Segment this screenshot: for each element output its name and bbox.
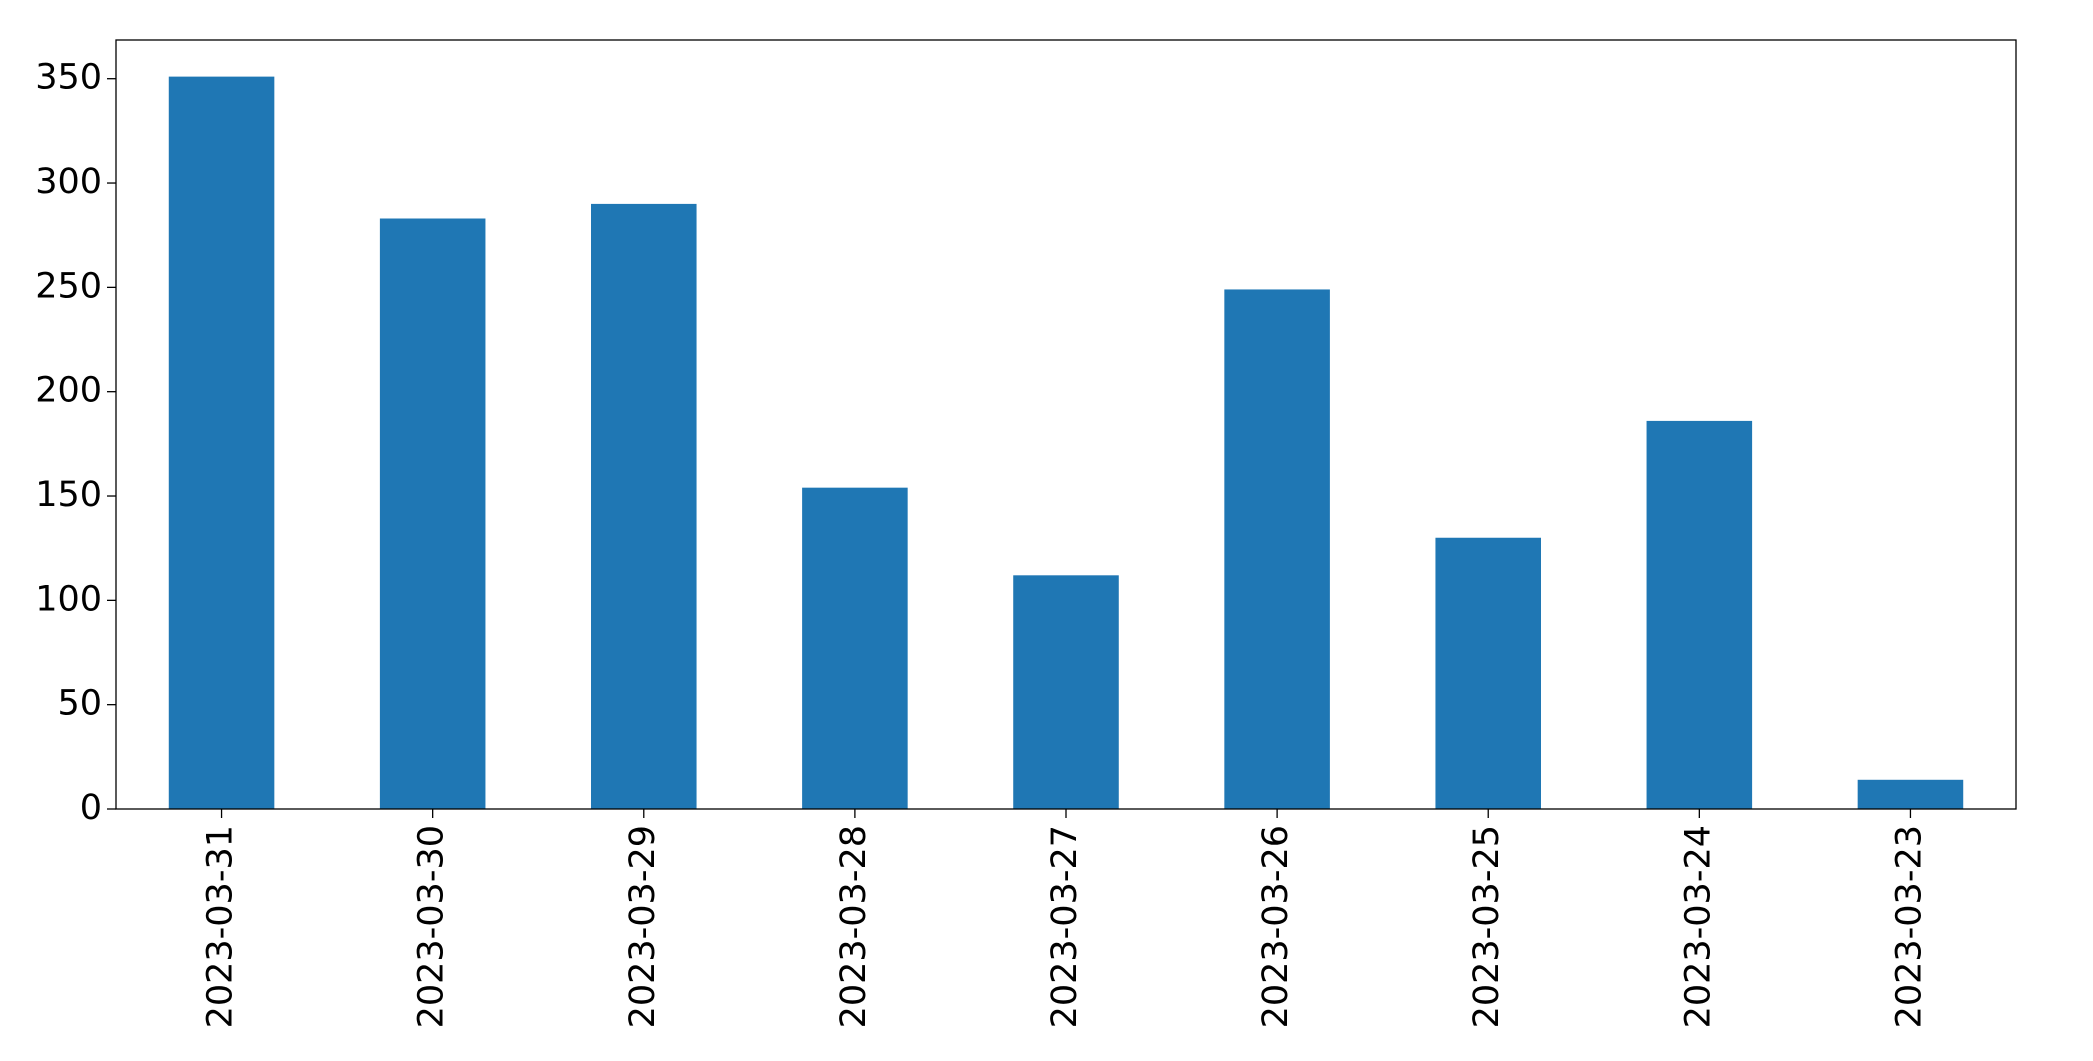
x-tick-label: 2023-03-27 — [1045, 825, 1085, 1028]
bar — [1224, 289, 1330, 809]
x-tick-label: 2023-03-24 — [1678, 825, 1718, 1028]
bar — [802, 487, 908, 809]
y-tick-label: 100 — [35, 579, 102, 619]
x-tick-label: 2023-03-28 — [834, 825, 874, 1028]
bar — [1435, 537, 1541, 809]
y-tick-label: 200 — [35, 371, 102, 411]
x-tick-label: 2023-03-30 — [412, 825, 452, 1028]
bar — [1857, 779, 1964, 809]
y-tick-label: 350 — [35, 58, 102, 98]
x-tick-label: 2023-03-31 — [201, 825, 241, 1028]
bar — [1013, 575, 1119, 809]
bar — [591, 203, 697, 809]
x-tick-label: 2023-03-29 — [623, 825, 663, 1028]
bar — [168, 76, 275, 810]
x-tick-label: 2023-03-23 — [1889, 825, 1929, 1028]
bar — [379, 218, 486, 809]
y-tick-label: 150 — [35, 475, 102, 515]
y-tick-label: 250 — [35, 266, 102, 306]
bar — [1646, 420, 1753, 809]
x-tick-label: 2023-03-25 — [1467, 825, 1507, 1028]
y-tick-label: 300 — [35, 162, 102, 202]
y-tick-label: 50 — [57, 684, 102, 724]
plot-frame — [115, 39, 2017, 810]
x-tick-label: 2023-03-26 — [1256, 825, 1296, 1028]
y-tick-label: 0 — [80, 788, 102, 828]
